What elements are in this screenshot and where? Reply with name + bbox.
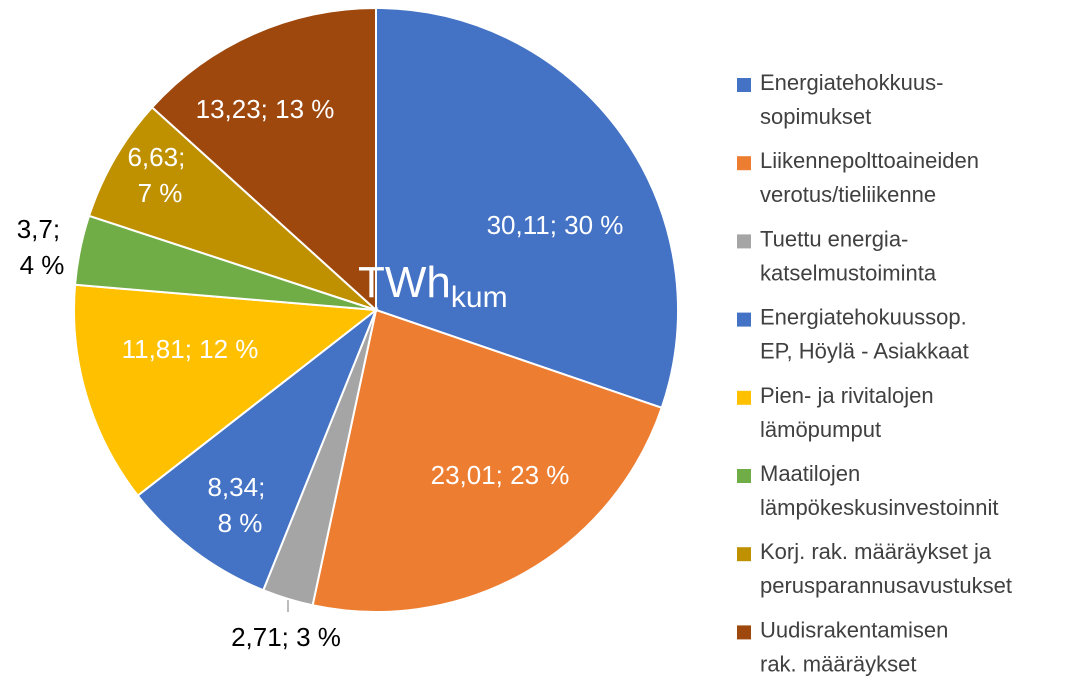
legend-swatch [737, 78, 751, 92]
legend-label: Uudisrakentamisen rak. määräykset [760, 617, 954, 676]
pie-slice [87, 105, 377, 311]
legend-label: Pien- ja rivitalojen lämöpumput [760, 383, 940, 442]
data-label: 11,81; 12 % [122, 334, 259, 364]
data-label: 3,7; 4 % [17, 214, 68, 280]
data-label: 6,63; 7 % [127, 142, 192, 208]
legend-label: Tuettu energia-katselmustoiminta [760, 226, 937, 285]
legend-label: Energiatehokkuus-sopimukset [760, 70, 943, 129]
legend-label: Liikennepolttoaineiden verotus/tieliiken… [760, 148, 985, 207]
pie-slice [375, 6, 679, 410]
center-label-sub: kum [451, 281, 508, 314]
legend-swatch [737, 625, 751, 640]
legend-label: Energiatehokuussop. EP, Höylä - Asiakkaa… [760, 305, 973, 364]
center-label: TWhkum [358, 258, 508, 314]
legend-label: Maatilojen lämpökeskusinvestoinnit [760, 461, 998, 520]
data-label: 2,71; 3 % [231, 622, 341, 652]
legend-swatch [737, 469, 751, 483]
pie-slice [311, 308, 663, 613]
data-label: 13,23; 13 % [196, 94, 335, 124]
center-label-main: TWh [358, 258, 451, 307]
data-label: 30,11; 30 % [487, 210, 624, 240]
data-label: 23,01; 23 % [431, 460, 570, 490]
legend-label: Korj. rak. määräykset ja perusparannusav… [760, 539, 1012, 598]
legend-swatch [737, 156, 751, 171]
pie-slice [150, 6, 377, 313]
legend-swatch [737, 234, 751, 249]
pie-slice [136, 306, 379, 592]
pie-slice [73, 283, 379, 498]
data-label: 8,34; 8 % [207, 472, 272, 538]
legend-swatch [737, 390, 751, 405]
legend-swatch [737, 312, 751, 327]
legend-swatch [737, 547, 751, 562]
